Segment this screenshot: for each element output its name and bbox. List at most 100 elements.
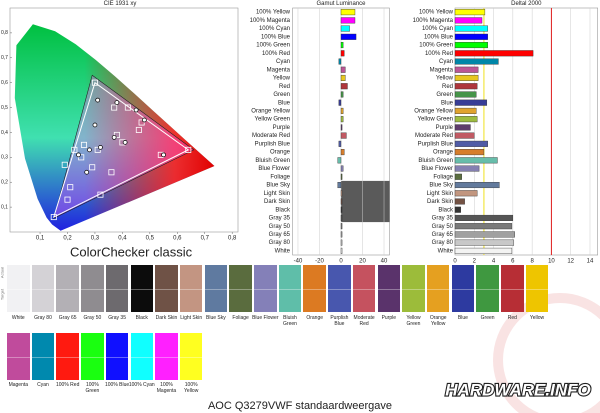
- y-tick-label: Bluish Green: [418, 158, 453, 164]
- target-point: [185, 146, 192, 153]
- target-point: [71, 146, 78, 153]
- swatch-divider: [105, 356, 129, 358]
- swatch: [56, 333, 79, 380]
- swatch: [31, 265, 55, 312]
- y-tick-label: 0,6: [1, 80, 8, 86]
- x-tick-label: 40: [381, 259, 388, 265]
- y-tick-label: 100% Blue: [261, 34, 291, 40]
- y-tick-label: Yellow Green: [418, 117, 453, 123]
- y-tick-label: Blue Flower: [421, 166, 453, 172]
- bar: [454, 74, 479, 81]
- measured-point: [133, 107, 139, 113]
- swatch-divider: [155, 288, 178, 290]
- y-tick-label: 100% Blue: [424, 34, 454, 40]
- swatch-label: Blue Flower: [252, 315, 279, 321]
- swatch: [402, 265, 425, 312]
- bar: [340, 91, 344, 98]
- y-tick-label: Blue Flower: [258, 166, 290, 172]
- y-tick-label: Bluish Green: [255, 158, 290, 164]
- x-tick-label: 0,1: [36, 236, 45, 242]
- chart-title: Gamut Luminance: [316, 1, 366, 7]
- swatch-side-label: Target: [0, 288, 5, 301]
- swatch-divider: [303, 288, 326, 290]
- chart-title: CIE 1931 xy: [104, 1, 137, 7]
- y-tick-label: Magenta: [430, 67, 454, 73]
- swatch: [254, 265, 277, 312]
- swatch-label: 100% Red: [56, 382, 80, 388]
- x-tick-label: 0,4: [118, 236, 127, 242]
- swatch-label: Blue Sky: [206, 315, 226, 321]
- bar: [454, 33, 488, 40]
- swatch-divider: [179, 288, 203, 290]
- swatch: [81, 333, 104, 380]
- bar: [340, 231, 343, 238]
- bar: [340, 132, 347, 139]
- y-tick-label: Cyan: [439, 59, 453, 65]
- x-tick-label: 0,6: [173, 236, 182, 242]
- target-point: [97, 191, 104, 198]
- y-tick-label: White: [275, 248, 291, 254]
- bar: [454, 239, 515, 246]
- y-tick-label: 100% Yellow: [256, 10, 291, 16]
- swatch: [7, 265, 30, 312]
- swatch: [130, 265, 154, 312]
- swatch-divider: [155, 356, 178, 358]
- x-tick-label: 12: [567, 259, 574, 265]
- bar: [454, 181, 500, 189]
- swatch-label: Yellow Green: [406, 315, 421, 327]
- bar: [454, 173, 462, 180]
- swatch-divider: [501, 288, 524, 290]
- y-tick-label: Dark Skin: [427, 199, 453, 205]
- x-tick-label: 10: [548, 259, 555, 265]
- y-tick-label: 100% Green: [419, 43, 453, 49]
- bar: [340, 74, 346, 81]
- x-tick-label: 0,8: [228, 236, 237, 242]
- x-tick-label: 6: [511, 259, 515, 265]
- bar: [340, 33, 357, 40]
- spectral-locus-red: [14, 24, 215, 231]
- target-point: [67, 184, 74, 191]
- y-tick-label: Gray 80: [432, 240, 454, 246]
- y-tick-label: 100% Magenta: [413, 18, 454, 24]
- y-tick-label: Orange Yellow: [414, 108, 453, 114]
- y-tick-label: Blue: [441, 100, 454, 106]
- y-tick-label: 100% Yellow: [419, 10, 454, 16]
- swatch-divider: [328, 288, 351, 290]
- target-point: [78, 154, 85, 161]
- bar: [340, 124, 343, 131]
- swatch-label: 100% Blue: [105, 382, 130, 388]
- swatch-label: Gray 80: [34, 315, 52, 321]
- y-tick-label: Moderate Red: [415, 133, 453, 139]
- swatch: [179, 265, 203, 312]
- x-tick-label: 0: [453, 259, 457, 265]
- target-point: [113, 131, 120, 138]
- bar: [340, 66, 346, 73]
- swatch: [328, 265, 351, 312]
- target-point: [89, 164, 96, 171]
- swatch-divider: [278, 288, 302, 290]
- bar: [340, 214, 343, 221]
- x-tick-label: 0,2: [63, 236, 72, 242]
- swatch: [204, 265, 228, 312]
- bar: [454, 247, 513, 254]
- swatch-side-label: Actual: [0, 266, 5, 279]
- y-tick-label: Green: [436, 92, 453, 98]
- y-tick-label: 100% Cyan: [422, 26, 453, 32]
- y-tick-label: 100% Red: [425, 51, 453, 57]
- swatch-label: White: [11, 315, 25, 321]
- swatch-divider: [525, 288, 549, 290]
- swatch: [352, 265, 376, 312]
- bar: [454, 99, 488, 106]
- swatch: [476, 265, 499, 312]
- y-tick-label: 100% Magenta: [250, 18, 291, 24]
- swatch: [229, 265, 252, 312]
- swatch: [179, 333, 203, 380]
- bar: [454, 214, 514, 221]
- y-tick-label: 0,5: [1, 105, 8, 111]
- bar: [337, 181, 342, 189]
- swatch-divider: [451, 288, 475, 290]
- target-point: [61, 161, 68, 168]
- swatch: [501, 265, 524, 312]
- y-tick-label: Black: [275, 207, 291, 213]
- x-tick-label: 4: [492, 259, 496, 265]
